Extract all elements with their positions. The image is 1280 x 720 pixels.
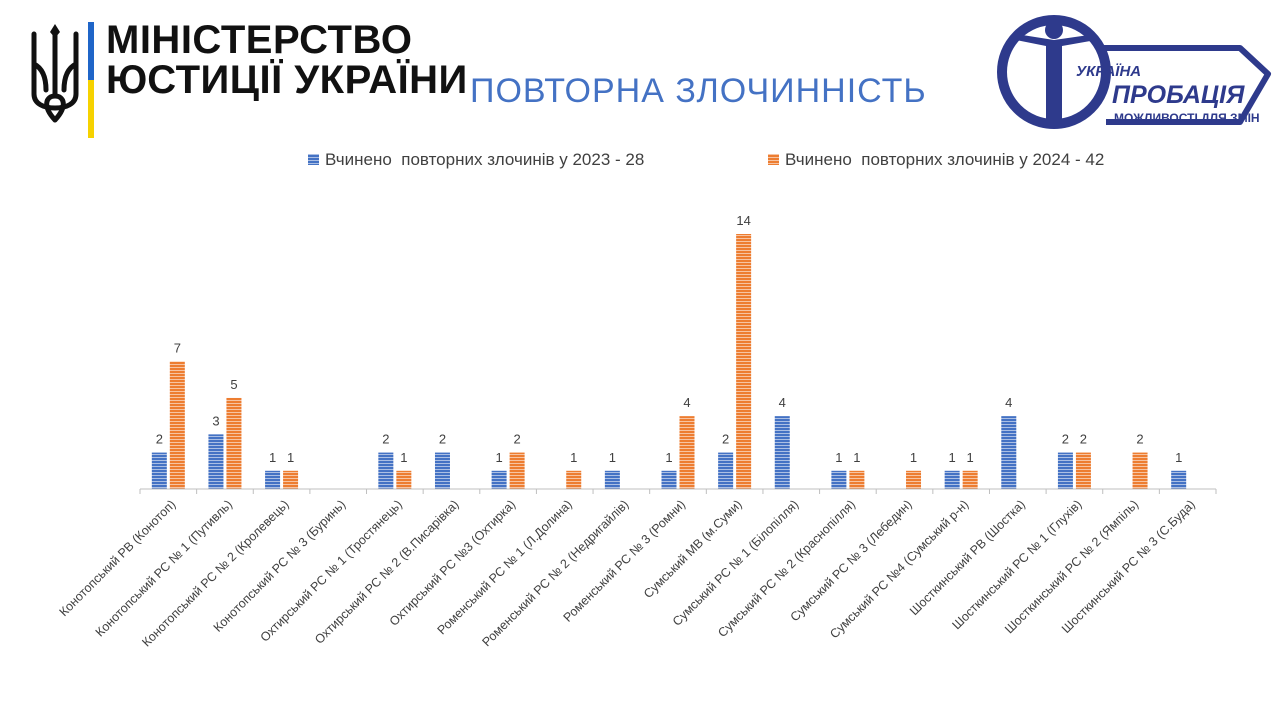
data-label-2-15: 1 bbox=[967, 450, 974, 465]
data-label-2-14: 1 bbox=[910, 450, 917, 465]
bar-2-2 bbox=[226, 397, 242, 489]
ministry-logo: МІНІСТЕРСТВО ЮСТИЦІЇ УКРАЇНИ bbox=[28, 18, 467, 140]
bar-1-10 bbox=[661, 470, 677, 489]
data-label-2-7: 2 bbox=[513, 432, 520, 447]
data-label-2-10: 4 bbox=[683, 395, 690, 410]
x-tick-label-1: Конотопський РВ (Конотоп) bbox=[57, 497, 179, 619]
data-label-1-10: 1 bbox=[665, 450, 672, 465]
data-label-1-16: 4 bbox=[1005, 395, 1012, 410]
legend-label-2: Вчинено повторних злочинів у 2024 - 42 bbox=[785, 150, 1104, 169]
flag-stripe-yellow bbox=[88, 80, 94, 138]
legend-swatch-2 bbox=[768, 154, 779, 165]
bar-2-17 bbox=[1075, 452, 1091, 489]
bar-1-6 bbox=[434, 452, 450, 489]
page-title: ПОВТОРНА ЗЛОЧИННІСТЬ bbox=[470, 72, 927, 110]
x-tick-label-11: Сумський МВ (м.Суми) bbox=[641, 497, 745, 601]
data-label-1-9: 1 bbox=[609, 450, 616, 465]
x-axis bbox=[139, 488, 1217, 494]
data-label-1-19: 1 bbox=[1175, 450, 1182, 465]
bar-2-10 bbox=[679, 416, 695, 489]
bar-1-12 bbox=[774, 416, 790, 489]
data-label-2-2: 5 bbox=[230, 377, 237, 392]
person-icon bbox=[1016, 21, 1096, 120]
bar-1-19 bbox=[1171, 470, 1187, 489]
data-label-1-12: 4 bbox=[779, 395, 786, 410]
data-label-1-15: 1 bbox=[949, 450, 956, 465]
bar-1-15 bbox=[944, 470, 960, 489]
bar-1-9 bbox=[604, 470, 620, 489]
bar-2-8 bbox=[566, 470, 582, 489]
data-label-1-1: 2 bbox=[156, 432, 163, 447]
bar-2-7 bbox=[509, 452, 525, 489]
data-label-1-17: 2 bbox=[1062, 432, 1069, 447]
x-tick-label-14: Сумський РС № 3 (Лебедин) bbox=[788, 497, 915, 624]
bar-2-18 bbox=[1132, 452, 1148, 489]
probation-logo: УКРАЇНА ПРОБАЦІЯ МОЖЛИВОСТІ ДЛЯ ЗМІН bbox=[997, 15, 1271, 129]
bar-1-16 bbox=[1001, 416, 1017, 489]
data-label-2-1: 7 bbox=[174, 341, 181, 356]
data-label-1-2: 3 bbox=[212, 413, 219, 428]
bar-1-13 bbox=[831, 470, 847, 489]
chart: Вчинено повторних злочинів у 2023 - 28 Вч… bbox=[57, 150, 1217, 650]
ministry-name-line-2: ЮСТИЦІЇ УКРАЇНИ bbox=[106, 58, 468, 102]
x-tick-label-10: Роменський РС № 3 (Ромни) bbox=[561, 497, 689, 625]
data-label-2-5: 1 bbox=[400, 450, 407, 465]
data-label-2-18: 2 bbox=[1136, 432, 1143, 447]
bar-1-3 bbox=[265, 470, 281, 489]
bar-1-2 bbox=[208, 434, 224, 489]
data-label-1-3: 1 bbox=[269, 450, 276, 465]
x-tick-label-16: Шосткинський РВ (Шостка) bbox=[907, 497, 1028, 618]
bar-1-1 bbox=[151, 452, 167, 489]
legend-label-1: Вчинено повторних злочинів у 2023 - 28 bbox=[325, 150, 644, 169]
bar-1-17 bbox=[1057, 452, 1073, 489]
bar-2-3 bbox=[283, 470, 299, 489]
data-label-2-17: 2 bbox=[1080, 432, 1087, 447]
bar-1-11 bbox=[718, 452, 734, 489]
data-label-2-11: 14 bbox=[736, 213, 750, 228]
bar-2-15 bbox=[962, 470, 978, 489]
probation-logo-line-1: УКРАЇНА bbox=[1076, 63, 1141, 80]
flag-stripe-blue bbox=[88, 22, 94, 80]
bar-2-1 bbox=[169, 361, 185, 489]
bar-2-5 bbox=[396, 470, 412, 489]
legend: Вчинено повторних злочинів у 2023 - 28 Вч… bbox=[308, 150, 1104, 169]
data-label-2-3: 1 bbox=[287, 450, 294, 465]
data-label-2-13: 1 bbox=[853, 450, 860, 465]
legend-swatch-1 bbox=[308, 154, 319, 165]
trident-icon bbox=[31, 24, 79, 123]
data-label-1-5: 2 bbox=[382, 432, 389, 447]
data-label-2-8: 1 bbox=[570, 450, 577, 465]
data-label-1-13: 1 bbox=[835, 450, 842, 465]
x-tick-labels: Конотопський РВ (Конотоп)Конотопський РС… bbox=[57, 497, 1198, 649]
bar-2-14 bbox=[906, 470, 922, 489]
data-label-1-11: 2 bbox=[722, 432, 729, 447]
bars bbox=[151, 234, 1187, 489]
probation-logo-line-3: МОЖЛИВОСТІ ДЛЯ ЗМІН bbox=[1114, 111, 1260, 125]
bar-2-11 bbox=[736, 234, 752, 489]
ministry-name-line-1: МІНІСТЕРСТВО bbox=[106, 18, 413, 62]
bar-1-5 bbox=[378, 452, 394, 489]
probation-logo-line-2: ПРОБАЦІЯ bbox=[1112, 81, 1245, 109]
bar-2-13 bbox=[849, 470, 865, 489]
bar-1-7 bbox=[491, 470, 507, 489]
data-label-1-6: 2 bbox=[439, 432, 446, 447]
data-label-1-7: 1 bbox=[495, 450, 502, 465]
